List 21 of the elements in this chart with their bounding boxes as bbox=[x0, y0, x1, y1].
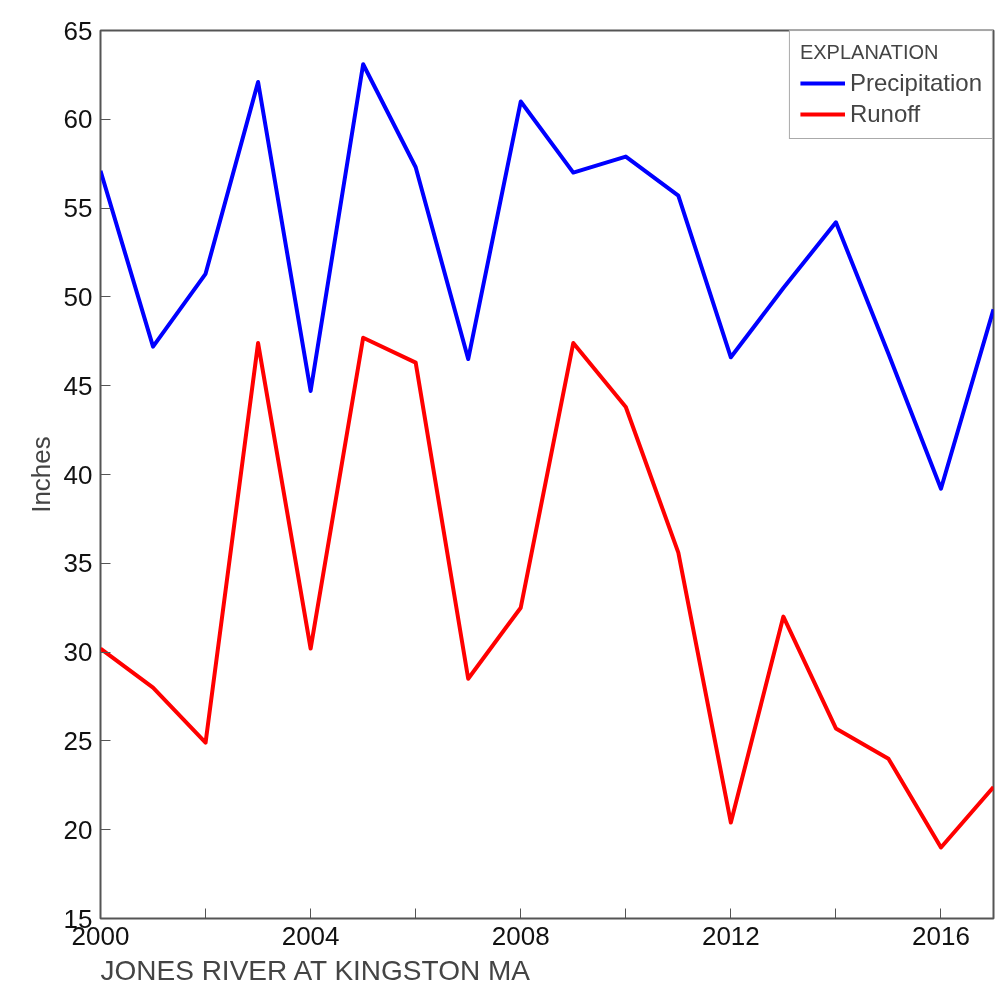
x-tick-label: 2016 bbox=[912, 920, 970, 951]
y-tick-label: 65 bbox=[63, 15, 93, 46]
x-tick-label: 2012 bbox=[701, 920, 760, 951]
line-series bbox=[100, 335, 994, 850]
legend-title: EXPLANATION bbox=[799, 41, 940, 64]
legend-label: Precipitation bbox=[849, 69, 982, 97]
y-tick-label: 60 bbox=[63, 104, 93, 135]
legend-label: Runoff bbox=[849, 100, 921, 128]
y-tick-label: 40 bbox=[63, 459, 93, 490]
y-tick-label: 35 bbox=[63, 548, 93, 579]
y-tick-label: 45 bbox=[63, 370, 93, 401]
y-tick-label: 20 bbox=[63, 814, 93, 845]
line-series bbox=[100, 62, 994, 491]
y-tick-label: 30 bbox=[63, 637, 93, 668]
y-tick-label: 55 bbox=[63, 193, 93, 224]
text: JONES RIVER AT KINGSTON MA bbox=[100, 954, 531, 986]
y-axis-title: Inches bbox=[25, 436, 56, 513]
x-tick-label: 2004 bbox=[281, 920, 340, 951]
y-tick-label: 50 bbox=[63, 281, 93, 312]
x-tick-label: 2008 bbox=[491, 920, 550, 951]
y-tick-label: 25 bbox=[63, 725, 93, 756]
